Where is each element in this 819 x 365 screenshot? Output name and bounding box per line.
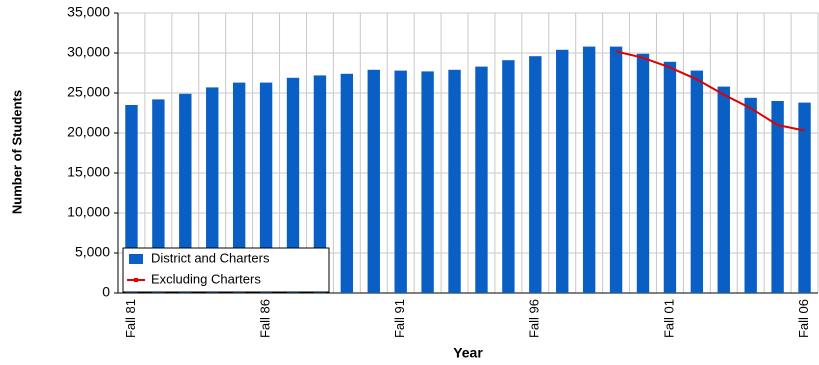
bar — [340, 73, 354, 293]
bar — [475, 66, 488, 293]
x-tick-label: Fall 01 — [661, 299, 676, 338]
bar — [259, 82, 273, 293]
x-tick-label: Fall 86 — [258, 299, 273, 338]
y-tick-label: 10,000 — [67, 204, 110, 220]
y-tick-label: 20,000 — [67, 124, 110, 140]
bar — [636, 53, 650, 293]
legend-swatch — [129, 254, 143, 264]
bar — [744, 97, 757, 293]
x-tick-label: Fall 96 — [527, 299, 542, 338]
y-tick-label: 25,000 — [67, 84, 110, 100]
bar — [717, 86, 730, 293]
y-tick-label: 5,000 — [75, 244, 110, 260]
x-tick-label: Fall 81 — [123, 299, 138, 338]
bar — [179, 93, 192, 293]
bar — [448, 69, 461, 293]
legend-label: Excluding Charters — [151, 271, 261, 286]
legend-box — [122, 247, 330, 293]
x-tick-label: Fall 06 — [796, 299, 811, 338]
legend-marker — [134, 278, 138, 282]
bar — [394, 70, 407, 293]
bar — [529, 56, 542, 294]
bar — [206, 87, 219, 294]
x-axis-title: Year — [453, 345, 483, 361]
bar — [690, 70, 704, 293]
bar — [313, 75, 327, 294]
y-tick-label: 0 — [102, 284, 110, 300]
bar — [502, 60, 515, 294]
bar — [771, 101, 784, 293]
legend-label: District and Charters — [151, 250, 270, 265]
bar — [663, 61, 677, 293]
bar — [556, 49, 569, 293]
y-axis-title: Number of Students — [9, 90, 24, 214]
bar — [798, 102, 811, 293]
bar — [125, 105, 138, 293]
bar — [421, 71, 434, 294]
y-tick-label: 15,000 — [67, 164, 110, 180]
bar — [609, 46, 623, 293]
x-tick-label: Fall 91 — [392, 299, 407, 338]
bar — [152, 99, 165, 294]
bar — [582, 46, 596, 293]
y-tick-label: 30,000 — [67, 44, 110, 60]
y-tick-label: 35,000 — [67, 4, 110, 20]
bar — [367, 69, 380, 293]
line — [615, 50, 805, 132]
bar — [286, 77, 300, 293]
bar — [232, 82, 246, 293]
